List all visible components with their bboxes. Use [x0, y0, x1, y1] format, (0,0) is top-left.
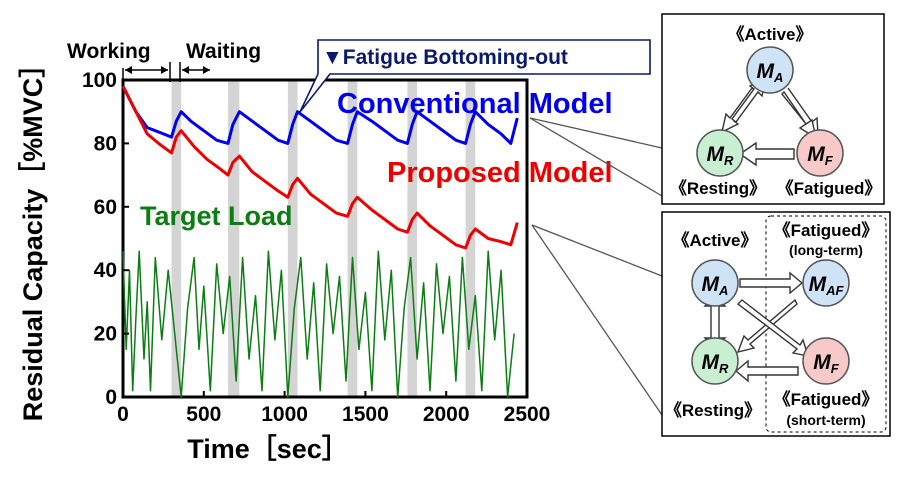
connector-conventional-2 — [529, 117, 663, 197]
tick-layer: 0 500 1000 1500 2000 2500 0 20 40 60 80 100 — [82, 69, 550, 426]
proposed-model-label: Proposed Model — [387, 157, 613, 189]
y-tick-label-3: 60 — [94, 196, 117, 219]
series-line-proposed-model — [121, 85, 519, 250]
top-active-label: 《Active》 — [727, 24, 812, 44]
bottom-node-mf — [802, 337, 850, 385]
x-tick-label-3: 1500 — [342, 403, 389, 426]
conventional-model-box — [661, 13, 885, 205]
y-tick-label-2: 40 — [94, 259, 117, 282]
x-tick-label-0: 0 — [117, 403, 129, 426]
bottom-node-maf — [802, 259, 850, 307]
rest-band-4 — [407, 80, 418, 397]
connector-conventional — [529, 117, 663, 149]
bottom-node-ma — [691, 259, 739, 307]
rest-band-0 — [171, 80, 182, 397]
x-tick-label-4: 2000 — [423, 403, 470, 426]
fatigued-dashed-box — [765, 215, 887, 433]
bottom-resting-label: 《Resting》 — [665, 400, 761, 420]
connector-proposed-2 — [531, 224, 663, 416]
x-tick-label-1: 500 — [186, 403, 221, 426]
bottom-active-label: 《Active》 — [672, 230, 757, 250]
rest-band-2 — [287, 80, 298, 397]
proposed-model-box — [661, 211, 891, 437]
rest-period-bands — [171, 80, 476, 397]
waiting-label: Waiting — [186, 40, 261, 63]
top-node-mf — [796, 129, 844, 177]
x-tick-label-5: 2500 — [504, 403, 551, 426]
conventional-model-label: Conventional Model — [337, 88, 613, 120]
series-line-target-load — [122, 250, 515, 398]
top-fatigued-label: 《Fatigued》 — [777, 178, 882, 198]
bottom-short-term-label: (short-term) — [786, 412, 865, 428]
bottom-transition-arrows — [703, 271, 810, 383]
top-node-ma — [746, 46, 794, 94]
fatigue-callout: ▼Fatigue Bottoming-out — [299, 39, 651, 113]
proposed-model-diagram: 《Active》 《Fatigued》 (long-term) 《Resting… — [661, 211, 891, 437]
y-tick-label-1: 20 — [94, 323, 117, 346]
bottom-fatigued-short-label: 《Fatigued》 — [774, 389, 879, 409]
working-waiting-arrows — [122, 62, 210, 82]
top-resting-label: 《Resting》 — [670, 178, 766, 198]
bottom-long-term-label: (long-term) — [789, 242, 863, 258]
working-label: Working — [67, 40, 151, 63]
series-layer — [121, 85, 519, 398]
top-node-mr — [696, 129, 744, 177]
y-tick-label-0: 0 — [105, 386, 117, 409]
conventional-model-diagram: 《Active》 《Resting》 《Fatigued》 MA MR MF — [661, 13, 885, 205]
y-tick-label-4: 80 — [94, 132, 117, 155]
bottom-node-mr — [691, 337, 739, 385]
connector-proposed — [531, 224, 663, 277]
target-load-label: Target Load — [140, 201, 293, 231]
x-axis-title: Time［sec］ — [187, 434, 349, 464]
bottom-fatigued-long-label: 《Fatigued》 — [774, 220, 879, 240]
fatigue-annotation: ▼Fatigue Bottoming-out — [322, 46, 568, 69]
x-tick-label-2: 1000 — [261, 403, 308, 426]
y-axis-title: Residual Capacity［%MVC］ — [18, 51, 48, 422]
y-tick-label-5: 100 — [82, 69, 117, 92]
rest-band-3 — [347, 80, 358, 397]
series-line-conventional-model — [121, 85, 519, 145]
rest-band-1 — [228, 80, 240, 397]
